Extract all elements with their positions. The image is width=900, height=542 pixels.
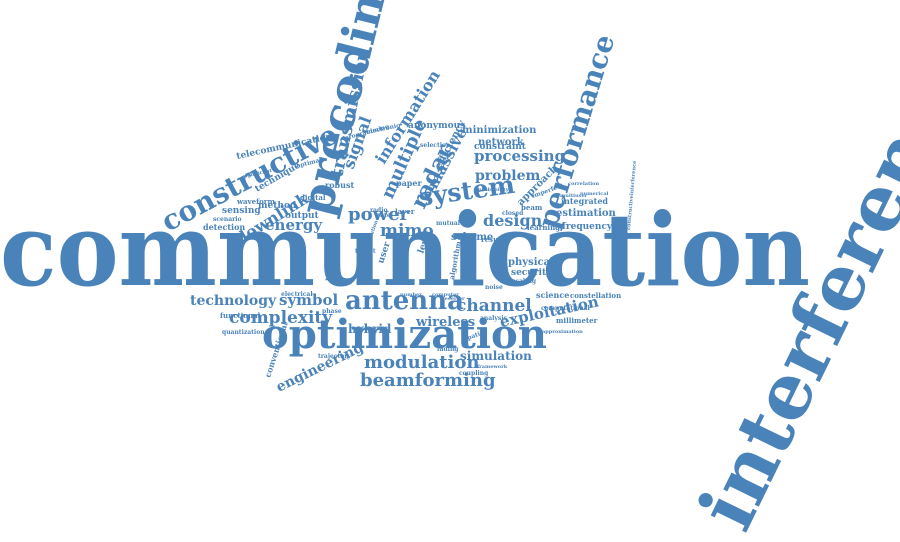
word-frequency: frequency (562, 222, 613, 232)
word-communication: communication (0, 191, 810, 309)
word-physical: physical (508, 257, 554, 268)
word-channel: channel (456, 296, 532, 316)
word-detection: detection (203, 222, 245, 232)
word-scheme: scheme (451, 232, 493, 243)
word-radio: radio (370, 207, 388, 214)
word-constellation: constellation (570, 291, 621, 300)
word-beamforming: beamforming (360, 370, 496, 391)
word-hybrid: hybrid (348, 322, 392, 336)
word-output: output (285, 211, 320, 221)
word-probability: probability (478, 187, 510, 193)
word-selection: selection (420, 142, 451, 149)
word-multiuser: multiuser (560, 193, 588, 199)
word-robust: robust (325, 180, 354, 190)
word-coupling: coupling (459, 370, 489, 377)
word-estimation: estimation (556, 208, 617, 219)
word-science: science (536, 290, 569, 300)
word-mutual: mutual (436, 220, 461, 227)
word-security: security (511, 268, 552, 278)
word-quantization: quantization (222, 329, 265, 336)
word-computational: computational (541, 305, 591, 312)
word-paper: paper (396, 178, 422, 188)
word-digital: digital (300, 193, 326, 202)
word-energy: energy (265, 216, 323, 234)
word-scaling: scaling (512, 278, 537, 285)
word-integrated: integrated (561, 196, 608, 206)
word-beam: beam (521, 203, 543, 212)
word-millimeter: millimeter (556, 316, 598, 325)
word-number: number (400, 292, 422, 298)
word-minimization: minimization (462, 125, 537, 136)
word-computer: computer (432, 292, 459, 298)
word-receiver: receiver (442, 296, 465, 302)
word-symbol: symbol (279, 291, 339, 309)
word-network: network (478, 137, 525, 148)
word-noise: noise (485, 284, 503, 291)
word-antenna: antenna (345, 286, 464, 316)
word-layer: layer (395, 207, 415, 216)
word-transmitter: transmitter (427, 246, 439, 279)
word-method: method (258, 201, 297, 211)
word-optimization: optimization (262, 311, 547, 358)
word-modulation: modulation (364, 352, 479, 373)
word-mimo: mimo (380, 221, 434, 241)
word-scenario: scenario (213, 216, 242, 223)
word-analysis: analysis (480, 315, 508, 322)
word-design: design (483, 211, 543, 230)
word-power: power (348, 204, 410, 225)
word-target: target (355, 248, 376, 255)
word-simulation: simulation (460, 349, 532, 363)
word-constraint: constraint (474, 142, 527, 152)
word-correlation: correlation (568, 181, 600, 187)
word-problem: problem (475, 168, 541, 184)
word-rate: rate (377, 212, 391, 219)
word-functional: functional (220, 311, 261, 320)
word-framework: framework (477, 364, 508, 370)
word-learning: learning (527, 223, 560, 232)
word-numerical: numerical (580, 191, 609, 197)
word-electrical: electrical (281, 291, 313, 298)
word-fading: fading (437, 346, 459, 353)
word-waveform: waveform (236, 197, 275, 206)
word-processing: processing (474, 147, 566, 165)
word-trajectory: trajectory (318, 353, 351, 360)
word-wireless: wireless (415, 315, 475, 330)
word-anonymous: anonymous (408, 121, 465, 131)
word-closed: closed (502, 210, 524, 217)
word-phase: phase (322, 308, 342, 315)
word-approximation: approximation (542, 329, 583, 335)
word-complexity: complexity (229, 308, 333, 328)
word-technology: technology (190, 293, 277, 309)
word-sensing: sensing (222, 206, 261, 216)
word-result: result (481, 235, 505, 244)
